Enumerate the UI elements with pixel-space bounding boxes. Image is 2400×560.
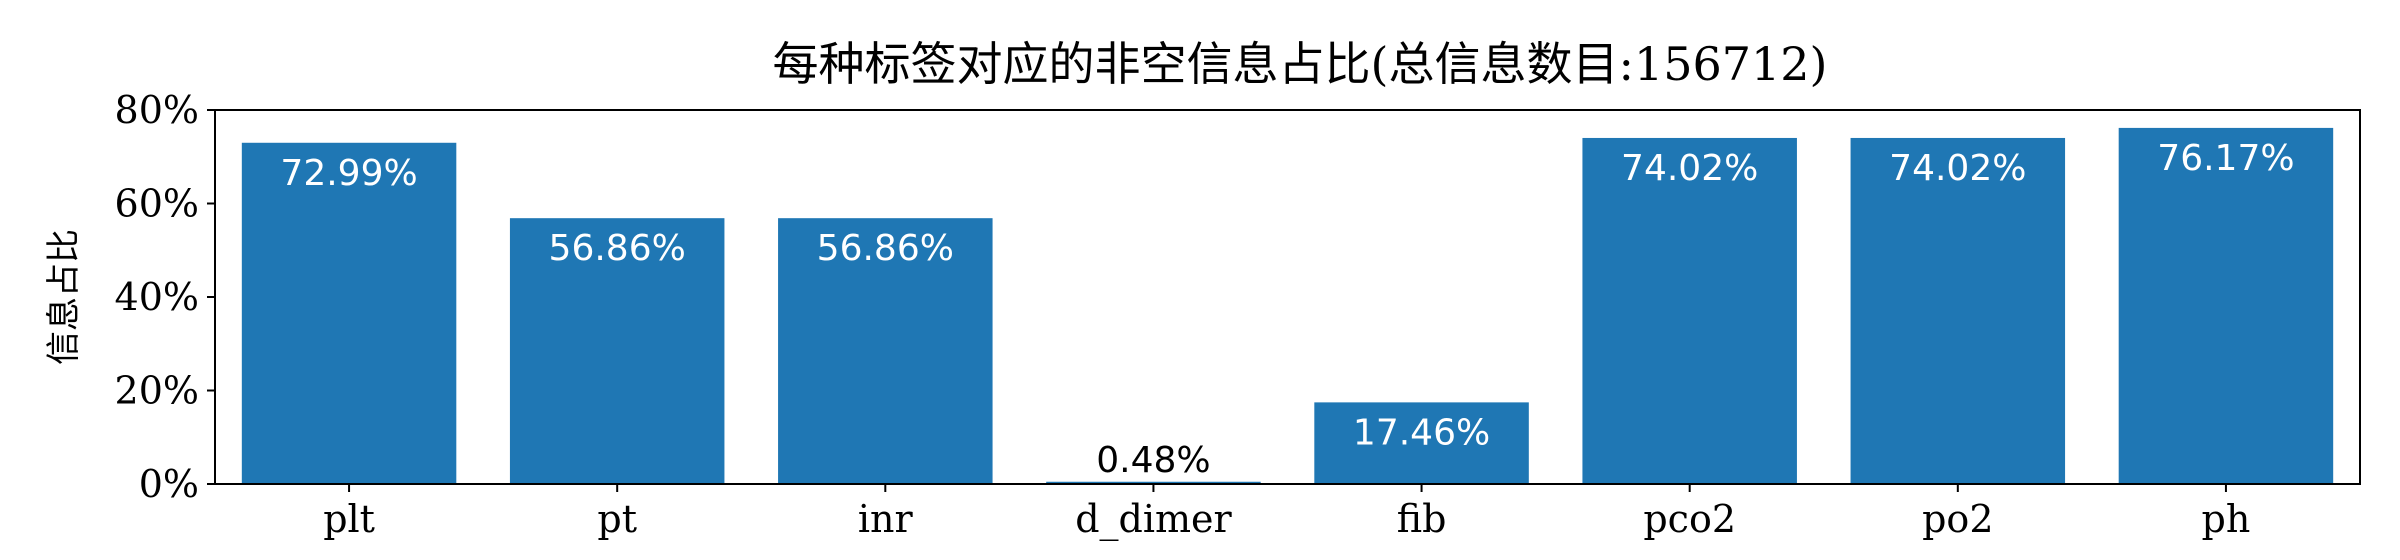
data-label-pco2: 74.02% [1621, 148, 1758, 189]
bar-po2 [1850, 137, 2066, 485]
x-tick-label-fib: fib [1397, 497, 1447, 541]
bar-pco2 [1582, 137, 1797, 485]
y-tick-label: 60% [115, 182, 199, 226]
x-tick-label-pco2: pco2 [1643, 497, 1736, 541]
bar-ph [2118, 127, 2334, 485]
data-label-fib: 17.46% [1353, 412, 1490, 453]
plot-frame [214, 109, 2361, 485]
data-labels-layer: 72.99% 56.86% 56.86% 0.48% 17.46% 74.02% 74.02… [280, 138, 2294, 481]
axes-layer: plt pt inr d_dimer fib pco2 po2 ph 0% 20% 40% 60% 80… [115, 88, 2361, 542]
bar-inr [778, 218, 993, 484]
data-label-ph: 76.17% [2157, 138, 2294, 179]
y-tick-label: 20% [115, 369, 199, 413]
y-tick-label: 40% [115, 275, 199, 319]
chart-title: 每种标签对应的非空信息占比(总信息数目:156712) [773, 37, 1828, 91]
bar-pt [509, 218, 725, 484]
y-tick-label: 80% [115, 88, 199, 132]
bar-d_dimer [1046, 481, 1261, 484]
bar-plt [241, 142, 457, 485]
x-tick-label-ph: ph [2202, 497, 2251, 541]
x-tick-label-po2: po2 [1922, 497, 1993, 541]
x-tick-label-plt: plt [323, 497, 375, 541]
bar-fib [1314, 402, 1529, 484]
x-tick-label-pt: pt [597, 497, 637, 541]
data-label-d_dimer: 0.48% [1096, 440, 1210, 481]
data-label-po2: 74.02% [1889, 148, 2026, 189]
x-tick-label-d_dimer: d_dimer [1075, 497, 1232, 542]
data-label-pt: 56.86% [549, 228, 686, 269]
bars-layer [241, 127, 2334, 485]
data-label-plt: 72.99% [280, 153, 417, 194]
x-tick-label-inr: inr [858, 497, 914, 541]
y-tick-label: 0% [139, 462, 199, 506]
data-label-inr: 56.86% [817, 228, 954, 269]
y-axis-label: 信息占比 [44, 229, 84, 365]
